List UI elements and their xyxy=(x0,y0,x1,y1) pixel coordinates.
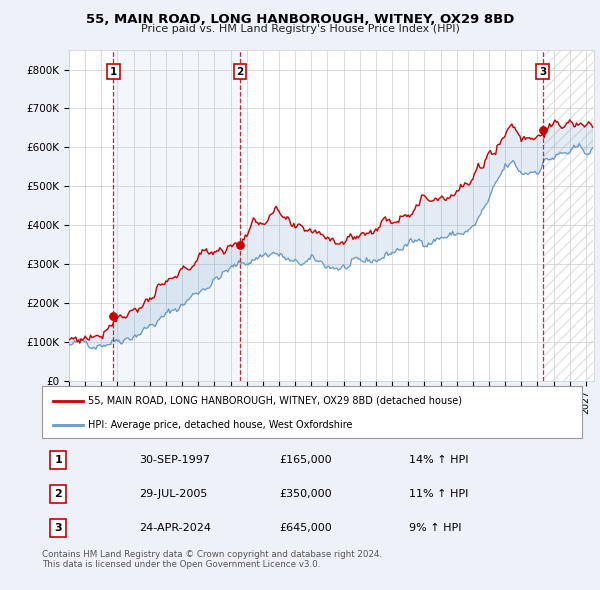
Text: 30-SEP-1997: 30-SEP-1997 xyxy=(139,455,210,465)
Text: 24-APR-2024: 24-APR-2024 xyxy=(139,523,211,533)
Text: 3: 3 xyxy=(539,67,546,77)
Text: £645,000: £645,000 xyxy=(280,523,332,533)
Text: 55, MAIN ROAD, LONG HANBOROUGH, WITNEY, OX29 8BD: 55, MAIN ROAD, LONG HANBOROUGH, WITNEY, … xyxy=(86,13,514,26)
Text: 11% ↑ HPI: 11% ↑ HPI xyxy=(409,489,469,499)
Text: 1: 1 xyxy=(110,67,117,77)
Text: Price paid vs. HM Land Registry's House Price Index (HPI): Price paid vs. HM Land Registry's House … xyxy=(140,24,460,34)
Point xyxy=(109,312,118,321)
Text: 14% ↑ HPI: 14% ↑ HPI xyxy=(409,455,469,465)
Text: £350,000: £350,000 xyxy=(280,489,332,499)
Text: 2: 2 xyxy=(236,67,244,77)
Bar xyxy=(113,50,240,381)
Text: 29-JUL-2005: 29-JUL-2005 xyxy=(139,489,208,499)
Text: HPI: Average price, detached house, West Oxfordshire: HPI: Average price, detached house, West… xyxy=(88,421,352,430)
Text: Contains HM Land Registry data © Crown copyright and database right 2024.
This d: Contains HM Land Registry data © Crown c… xyxy=(42,550,382,569)
Point xyxy=(538,125,547,135)
Text: 1: 1 xyxy=(55,455,62,465)
Text: 2: 2 xyxy=(55,489,62,499)
Text: 3: 3 xyxy=(55,523,62,533)
Text: 55, MAIN ROAD, LONG HANBOROUGH, WITNEY, OX29 8BD (detached house): 55, MAIN ROAD, LONG HANBOROUGH, WITNEY, … xyxy=(88,396,462,406)
Text: £165,000: £165,000 xyxy=(280,455,332,465)
Text: 9% ↑ HPI: 9% ↑ HPI xyxy=(409,523,462,533)
Point xyxy=(235,240,245,249)
